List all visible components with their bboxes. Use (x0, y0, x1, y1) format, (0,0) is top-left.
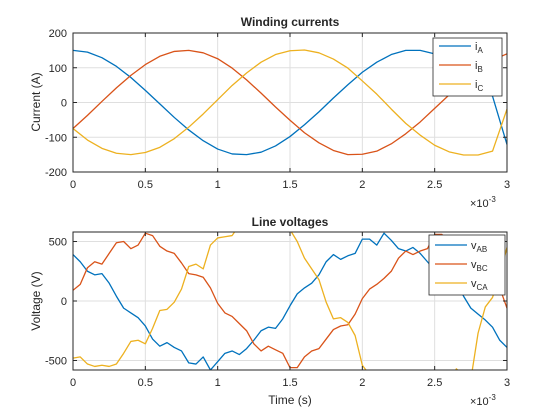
y-tick-label: 0 (61, 98, 67, 110)
line-voltages-ylabel: Voltage (V) (29, 271, 43, 330)
legend-subscript: A (477, 46, 483, 55)
y-tick-label: 500 (49, 237, 67, 249)
svg-text:×10-3: ×10-3 (470, 393, 496, 408)
legend-subscript: B (477, 65, 482, 74)
y-tick-label: -200 (45, 167, 67, 179)
legend-entry: iA (475, 41, 483, 55)
y-tick-label: 0 (61, 296, 67, 308)
x-tick-label: 1.5 (282, 179, 297, 191)
x-exponent-base: ×10 (470, 396, 489, 408)
x-tick-label: 2 (359, 377, 365, 389)
legend-name: i (475, 60, 477, 72)
legend-entry: iB (475, 60, 483, 74)
x-tick-label: 0.5 (138, 179, 153, 191)
x-tick-label: 0.5 (138, 377, 153, 389)
x-tick-label: 0 (70, 377, 76, 389)
legend-name: i (475, 79, 477, 91)
x-tick-label: 2.5 (427, 377, 442, 389)
y-tick-label: -500 (45, 355, 67, 367)
legend-subscript: CA (477, 283, 489, 292)
x-tick-label: 2 (359, 179, 365, 191)
legend-subscript: C (477, 84, 483, 93)
line-voltages-x-exponent: ×10-3 (470, 393, 496, 408)
winding-currents-ticks: 0 0.5 1 1.5 2 2.5 3 -200 -100 0 100 200 (45, 28, 510, 191)
legend-box (428, 234, 506, 296)
legend-entry: vBC (471, 259, 488, 273)
x-tick-label: 3 (504, 377, 510, 389)
line-voltages-xlabel: Time (s) (268, 393, 312, 407)
x-tick-label: 2.5 (427, 179, 442, 191)
legend-name: v (471, 240, 477, 252)
legend-entry: vAB (471, 240, 487, 254)
legend-name: v (471, 259, 477, 271)
y-tick-label: 200 (49, 28, 67, 40)
series-line-ic (73, 49, 507, 156)
legend-name: i (475, 41, 477, 53)
series-line-vca (73, 232, 507, 370)
x-exponent-base: ×10 (470, 198, 489, 210)
winding-currents-ylabel: Current (A) (29, 72, 43, 131)
winding-currents-x-exponent: ×10-3 (470, 195, 496, 210)
legend-entry: iC (475, 79, 483, 93)
y-tick-label: -100 (45, 132, 67, 144)
winding-currents-title: Winding currents (241, 15, 340, 29)
svg-text:×10-3: ×10-3 (470, 195, 496, 210)
winding-currents-axes: Winding currents 0 0.5 1 1.5 2 2.5 3 -200 -100 0 1… (29, 15, 510, 210)
legend-subscript: AB (477, 245, 488, 254)
x-exponent-power: -3 (489, 195, 497, 204)
series-line-ib (73, 49, 507, 156)
x-tick-label: 1 (215, 179, 221, 191)
legend-name: v (471, 278, 477, 290)
x-tick-label: 0 (70, 179, 76, 191)
x-exponent-power: -3 (489, 393, 497, 402)
x-tick-label: 1.5 (282, 377, 297, 389)
line-voltages-title: Line voltages (252, 215, 329, 229)
legend-box (432, 37, 503, 97)
legend-entry: vCA (471, 278, 488, 292)
x-tick-label: 3 (504, 179, 510, 191)
legend-subscript: BC (477, 264, 488, 273)
x-tick-label: 1 (215, 377, 221, 389)
y-tick-label: 100 (49, 63, 67, 75)
